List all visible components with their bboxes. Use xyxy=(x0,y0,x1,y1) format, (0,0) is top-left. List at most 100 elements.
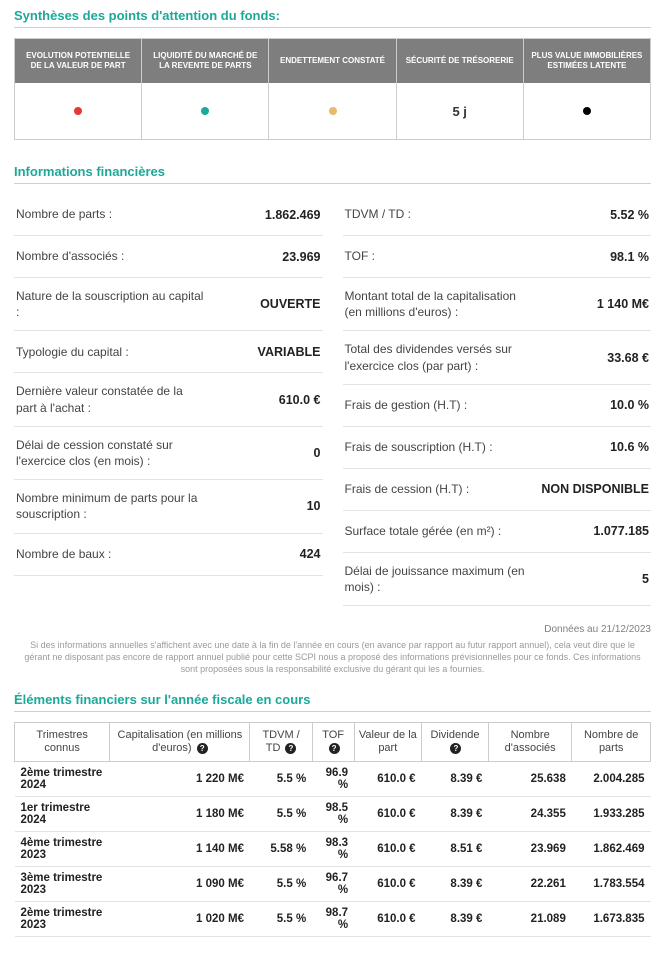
help-icon[interactable]: ? xyxy=(329,743,340,754)
table-cell: 25.638 xyxy=(488,761,571,796)
financial-title: Informations financières xyxy=(14,164,651,184)
table-cell: 96.7 % xyxy=(312,866,354,901)
fiscal-table: Trimestres connusCapitalisation (en mill… xyxy=(14,722,651,937)
table-cell: 5.5 % xyxy=(250,761,312,796)
financial-row: TOF :98.1 % xyxy=(343,236,652,278)
financial-label: Total des dividendes versés sur l'exerci… xyxy=(345,341,535,373)
financial-value: VARIABLE xyxy=(258,345,321,359)
help-icon[interactable]: ? xyxy=(285,743,296,754)
table-cell: 8.39 € xyxy=(422,866,489,901)
financial-label: Nature de la souscription au capital : xyxy=(16,288,206,320)
table-row: 4ème trimestre 20231 140 M€5.58 %98.3 %6… xyxy=(15,831,651,866)
financial-row: Nombre de parts : 1.862.469 xyxy=(14,194,323,236)
attention-panel: EVOLUTION POTENTIELLE DE LA VALEUR DE PA… xyxy=(14,38,651,140)
table-cell: 1 140 M€ xyxy=(110,831,250,866)
attention-body xyxy=(524,83,650,139)
status-dot-icon xyxy=(583,107,591,115)
financial-row: TDVM / TD : 5.52 % xyxy=(343,194,652,236)
table-cell: 98.3 % xyxy=(312,831,354,866)
help-icon[interactable]: ? xyxy=(197,743,208,754)
table-cell: 610.0 € xyxy=(354,866,422,901)
fiscal-title: Éléments financiers sur l'année fiscale … xyxy=(14,692,651,712)
financial-row: Nature de la souscription au capital :OU… xyxy=(14,278,323,331)
attention-header: EVOLUTION POTENTIELLE DE LA VALEUR DE PA… xyxy=(15,39,141,83)
fiscal-body: 2ème trimestre 20241 220 M€5.5 %96.9 %61… xyxy=(15,761,651,936)
fiscal-header-cell: Dividende ? xyxy=(422,722,489,761)
table-row: 2ème trimestre 20241 220 M€5.5 %96.9 %61… xyxy=(15,761,651,796)
fiscal-header-cell: TDVM / TD ? xyxy=(250,722,312,761)
financial-row: Frais de cession (H.T) :NON DISPONIBLE xyxy=(343,469,652,511)
attention-header: LIQUIDITÉ DU MARCHÉ DE LA REVENTE DE PAR… xyxy=(142,39,268,83)
table-cell: 2ème trimestre 2024 xyxy=(15,761,110,796)
table-cell: 5.5 % xyxy=(250,866,312,901)
financial-row: Délai de jouissance maximum (en mois) :5 xyxy=(343,553,652,606)
financial-left-col: Nombre de parts :1.862.469Nombre d'assoc… xyxy=(14,194,323,606)
attention-header: ENDETTEMENT CONSTATÉ xyxy=(269,39,395,83)
table-cell: 1 180 M€ xyxy=(110,796,250,831)
table-cell: 98.7 % xyxy=(312,901,354,936)
financial-disclaimer: Si des informations annuelles s'affichen… xyxy=(14,639,651,675)
attention-header: PLUS VALUE IMMOBILIÈRES ESTIMÉES LATENTE xyxy=(524,39,650,83)
table-cell: 610.0 € xyxy=(354,831,422,866)
table-cell: 5.5 % xyxy=(250,901,312,936)
attention-col: ENDETTEMENT CONSTATÉ xyxy=(269,39,396,139)
table-cell: 1 220 M€ xyxy=(110,761,250,796)
fiscal-header-cell: Trimestres connus xyxy=(15,722,110,761)
financial-row: Nombre minimum de parts pour la souscrip… xyxy=(14,480,323,533)
attention-col: SÉCURITÉ DE TRÉSORERIE5 j xyxy=(397,39,524,139)
financial-row: Délai de cession constaté sur l'exercice… xyxy=(14,427,323,480)
financial-label: Frais de souscription (H.T) : xyxy=(345,439,493,455)
table-cell: 1 020 M€ xyxy=(110,901,250,936)
fiscal-header-cell: TOF ? xyxy=(312,722,354,761)
financial-row: Frais de souscription (H.T) :10.6 % xyxy=(343,427,652,469)
financial-label: Nombre de parts : xyxy=(16,206,112,222)
financial-row: Typologie du capital :VARIABLE xyxy=(14,331,323,373)
table-cell: 8.51 € xyxy=(422,831,489,866)
status-dot-icon xyxy=(74,107,82,115)
financial-label: Délai de jouissance maximum (en mois) : xyxy=(345,563,535,595)
table-cell: 5.58 % xyxy=(250,831,312,866)
financial-value: 0 xyxy=(314,446,321,460)
financial-label: Frais de gestion (H.T) : xyxy=(345,397,468,413)
help-icon[interactable]: ? xyxy=(450,743,461,754)
table-cell: 2ème trimestre 2023 xyxy=(15,901,110,936)
financial-value: 424 xyxy=(300,547,321,561)
financial-grid: Nombre de parts :1.862.469Nombre d'assoc… xyxy=(14,194,651,606)
financial-value: 33.68 € xyxy=(607,351,649,365)
financial-row: Dernière valeur constatée de la part à l… xyxy=(14,373,323,426)
attention-col: PLUS VALUE IMMOBILIÈRES ESTIMÉES LATENTE xyxy=(524,39,650,139)
financial-row: Montant total de la capitalisation (en m… xyxy=(343,278,652,331)
financial-label: Surface totale gérée (en m²) : xyxy=(345,523,502,539)
financial-value: 23.969 xyxy=(282,250,320,264)
table-cell: 1er trimestre 2024 xyxy=(15,796,110,831)
financial-label: Nombre minimum de parts pour la souscrip… xyxy=(16,490,206,522)
table-cell: 22.261 xyxy=(488,866,571,901)
financial-right-col: TDVM / TD : 5.52 % TOF :98.1 % Montant tota… xyxy=(343,194,652,606)
table-cell: 1.673.835 xyxy=(572,901,651,936)
financial-label: Montant total de la capitalisation (en m… xyxy=(345,288,535,320)
fiscal-header-cell: Valeur de la part xyxy=(354,722,422,761)
table-cell: 8.39 € xyxy=(422,796,489,831)
financial-value: 1 140 M€ xyxy=(597,297,649,311)
financial-value: 1.077.185 xyxy=(593,524,649,538)
attention-body: 5 j xyxy=(397,83,523,139)
financial-label: Nombre de baux : xyxy=(16,546,111,562)
financial-value: 610.0 € xyxy=(279,393,321,407)
table-cell: 8.39 € xyxy=(422,901,489,936)
table-cell: 23.969 xyxy=(488,831,571,866)
financial-row: Total des dividendes versés sur l'exerci… xyxy=(343,331,652,384)
table-cell: 2.004.285 xyxy=(572,761,651,796)
attention-body xyxy=(15,83,141,139)
financial-value: NON DISPONIBLE xyxy=(541,482,649,496)
financial-label: TDVM / TD : xyxy=(345,206,411,222)
financial-footnote: Données au 21/12/2023 xyxy=(14,624,651,635)
financial-value: 10.0 % xyxy=(610,398,649,412)
financial-label: Délai de cession constaté sur l'exercice… xyxy=(16,437,206,469)
financial-value: 5.52 % xyxy=(610,208,649,222)
table-row: 1er trimestre 20241 180 M€5.5 %98.5 %610… xyxy=(15,796,651,831)
table-row: 3ème trimestre 20231 090 M€5.5 %96.7 %61… xyxy=(15,866,651,901)
financial-value: 1.862.469 xyxy=(265,208,321,222)
financial-row: Frais de gestion (H.T) : 10.0 % xyxy=(343,385,652,427)
status-dot-icon xyxy=(329,107,337,115)
fiscal-header-cell: Capitalisation (en millions d'euros) ? xyxy=(110,722,250,761)
